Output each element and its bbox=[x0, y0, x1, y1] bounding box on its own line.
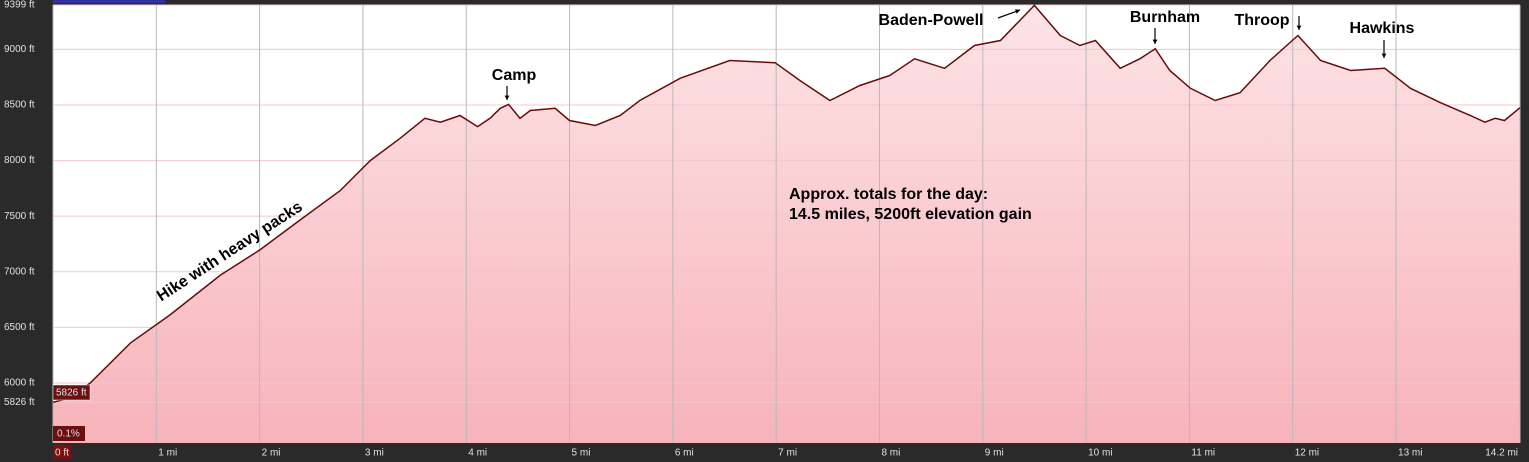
x-tick-label: 1 mi bbox=[158, 448, 177, 459]
y-tick-label: 9399 ft bbox=[4, 0, 35, 11]
annotation: Approx. totals for the day: bbox=[789, 186, 988, 203]
legend-stub bbox=[53, 0, 165, 3]
y-tick-label: 8000 ft bbox=[4, 155, 35, 166]
arrow-head bbox=[1015, 9, 1020, 14]
x-origin-box bbox=[53, 445, 71, 459]
arrow-head bbox=[504, 95, 510, 100]
x-tick-label: 7 mi bbox=[778, 448, 797, 459]
x-tick-label: 2 mi bbox=[262, 448, 281, 459]
y-tick-label: 7000 ft bbox=[4, 266, 35, 277]
x-tick-label: 9 mi bbox=[985, 448, 1004, 459]
y-tick-label: 9000 ft bbox=[4, 44, 35, 55]
cursor-box bbox=[52, 384, 91, 401]
arrow-head bbox=[1152, 39, 1158, 44]
y-tick-label: 6000 ft bbox=[4, 378, 35, 389]
y-tick-label: 8500 ft bbox=[4, 100, 35, 111]
x-tick-label: 11 mi bbox=[1191, 448, 1215, 459]
cursor-elevation: 5826 ft bbox=[56, 388, 87, 399]
annotation: Hawkins bbox=[1350, 20, 1415, 37]
x-tick-label: 14.2 mi bbox=[1485, 448, 1518, 459]
annotation: Baden-Powell bbox=[879, 12, 984, 29]
x-tick-label: 3 mi bbox=[365, 448, 384, 459]
elevation-line bbox=[52, 4, 1521, 404]
area-fill bbox=[53, 5, 1520, 444]
cursor-grade: 0.1% bbox=[57, 429, 80, 440]
annotation: Camp bbox=[492, 67, 537, 84]
x-tick-label: 0 ft bbox=[55, 448, 69, 459]
y-tick-label: 6500 ft bbox=[4, 322, 35, 333]
grade-box bbox=[53, 426, 85, 441]
y-tick-label: 7500 ft bbox=[4, 211, 35, 222]
annotation: Throop bbox=[1234, 12, 1289, 29]
x-tick-label: 8 mi bbox=[881, 448, 900, 459]
arrow-head bbox=[1381, 53, 1387, 58]
x-tick-label: 4 mi bbox=[468, 448, 487, 459]
x-tick-label: 6 mi bbox=[675, 448, 694, 459]
y-tick-label: 5826 ft bbox=[4, 397, 35, 408]
x-tick-label: 13 mi bbox=[1398, 448, 1422, 459]
arrow-head bbox=[1296, 25, 1302, 30]
x-tick-label: 5 mi bbox=[572, 448, 591, 459]
annotation: 14.5 miles, 5200ft elevation gain bbox=[789, 206, 1032, 223]
annotation: Burnham bbox=[1130, 9, 1200, 26]
x-tick-label: 10 mi bbox=[1088, 448, 1112, 459]
x-tick-label: 12 mi bbox=[1295, 448, 1319, 459]
